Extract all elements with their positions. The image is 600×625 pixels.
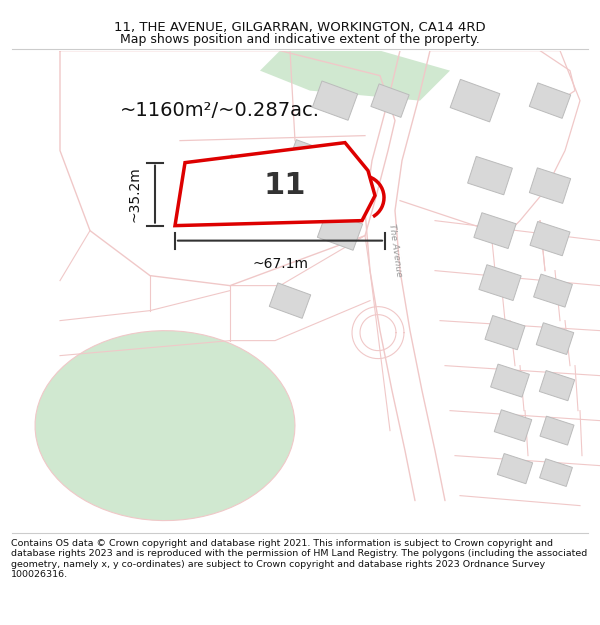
Polygon shape [371, 84, 409, 118]
Text: 11, THE AVENUE, GILGARRAN, WORKINGTON, CA14 4RD: 11, THE AVENUE, GILGARRAN, WORKINGTON, C… [114, 21, 486, 34]
Polygon shape [529, 83, 571, 118]
Polygon shape [536, 322, 574, 354]
Polygon shape [35, 331, 295, 521]
Polygon shape [533, 274, 572, 307]
Text: Map shows position and indicative extent of the property.: Map shows position and indicative extent… [120, 33, 480, 46]
Polygon shape [450, 79, 500, 122]
Text: 11: 11 [264, 171, 306, 200]
Polygon shape [539, 371, 575, 401]
Text: ~67.1m: ~67.1m [252, 257, 308, 271]
Polygon shape [485, 316, 525, 350]
Polygon shape [175, 142, 375, 226]
Polygon shape [539, 459, 572, 486]
Text: The Avenue: The Avenue [387, 224, 403, 278]
Polygon shape [540, 416, 574, 445]
Polygon shape [313, 81, 358, 120]
Text: ~35.2m: ~35.2m [127, 166, 141, 222]
Polygon shape [317, 211, 362, 250]
Polygon shape [530, 221, 570, 256]
Polygon shape [491, 364, 529, 397]
Polygon shape [467, 156, 512, 195]
Polygon shape [479, 265, 521, 301]
Polygon shape [494, 410, 532, 441]
Polygon shape [497, 454, 533, 484]
Polygon shape [269, 283, 311, 318]
Polygon shape [260, 51, 450, 101]
Text: ~1160m²/~0.287ac.: ~1160m²/~0.287ac. [120, 101, 320, 120]
Polygon shape [529, 168, 571, 203]
Polygon shape [221, 155, 269, 196]
Polygon shape [286, 140, 334, 181]
Polygon shape [474, 213, 516, 249]
Text: Contains OS data © Crown copyright and database right 2021. This information is : Contains OS data © Crown copyright and d… [11, 539, 587, 579]
